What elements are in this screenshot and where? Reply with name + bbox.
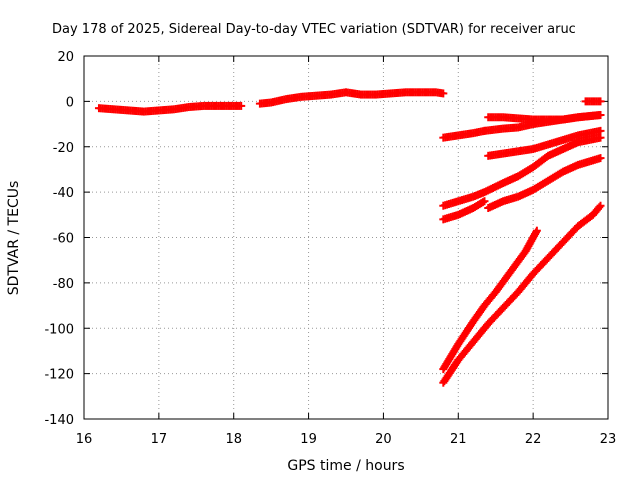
- tick-labels: 16 17 18 19 20 21 22 23 20 0 -20 -40 -60 -80 -100 -120 -…: [44, 50, 616, 447]
- x-tick-label: 23: [600, 432, 617, 447]
- y-tick-label: -100: [44, 322, 74, 337]
- data-point: [480, 197, 489, 206]
- data-point: [237, 101, 246, 110]
- y-tick-label: -20: [53, 141, 74, 156]
- data-point: [596, 110, 605, 119]
- data-point: [596, 201, 605, 210]
- y-tick-label: 20: [57, 50, 74, 65]
- data-point: [439, 89, 448, 98]
- y-tick-label: -80: [53, 277, 74, 292]
- y-tick-label: -140: [44, 413, 74, 428]
- data-point: [596, 133, 605, 142]
- y-tick-label: -40: [53, 186, 74, 201]
- y-tick-label: -60: [53, 232, 74, 247]
- data-point: [532, 226, 541, 235]
- data-points: [94, 88, 605, 387]
- x-tick-label: 18: [225, 432, 242, 447]
- data-point: [595, 203, 604, 212]
- y-axis-label: SDTVAR / TECUs: [6, 181, 22, 296]
- plot-frame: [83, 55, 609, 420]
- x-tick-label: 20: [375, 432, 392, 447]
- x-tick-label: 17: [151, 432, 168, 447]
- x-tick-label: 16: [76, 432, 93, 447]
- chart-title: Day 178 of 2025, Sidereal Day-to-day VTE…: [52, 22, 576, 37]
- data-point: [596, 126, 605, 135]
- x-axis-label: GPS time / hours: [287, 458, 404, 474]
- x-tick-label: 21: [450, 432, 467, 447]
- y-tick-label: 0: [66, 95, 74, 110]
- data-point: [596, 97, 605, 106]
- y-tick-label: -120: [44, 368, 74, 383]
- x-tick-label: 22: [525, 432, 542, 447]
- data-point: [596, 154, 605, 163]
- x-tick-label: 19: [300, 432, 317, 447]
